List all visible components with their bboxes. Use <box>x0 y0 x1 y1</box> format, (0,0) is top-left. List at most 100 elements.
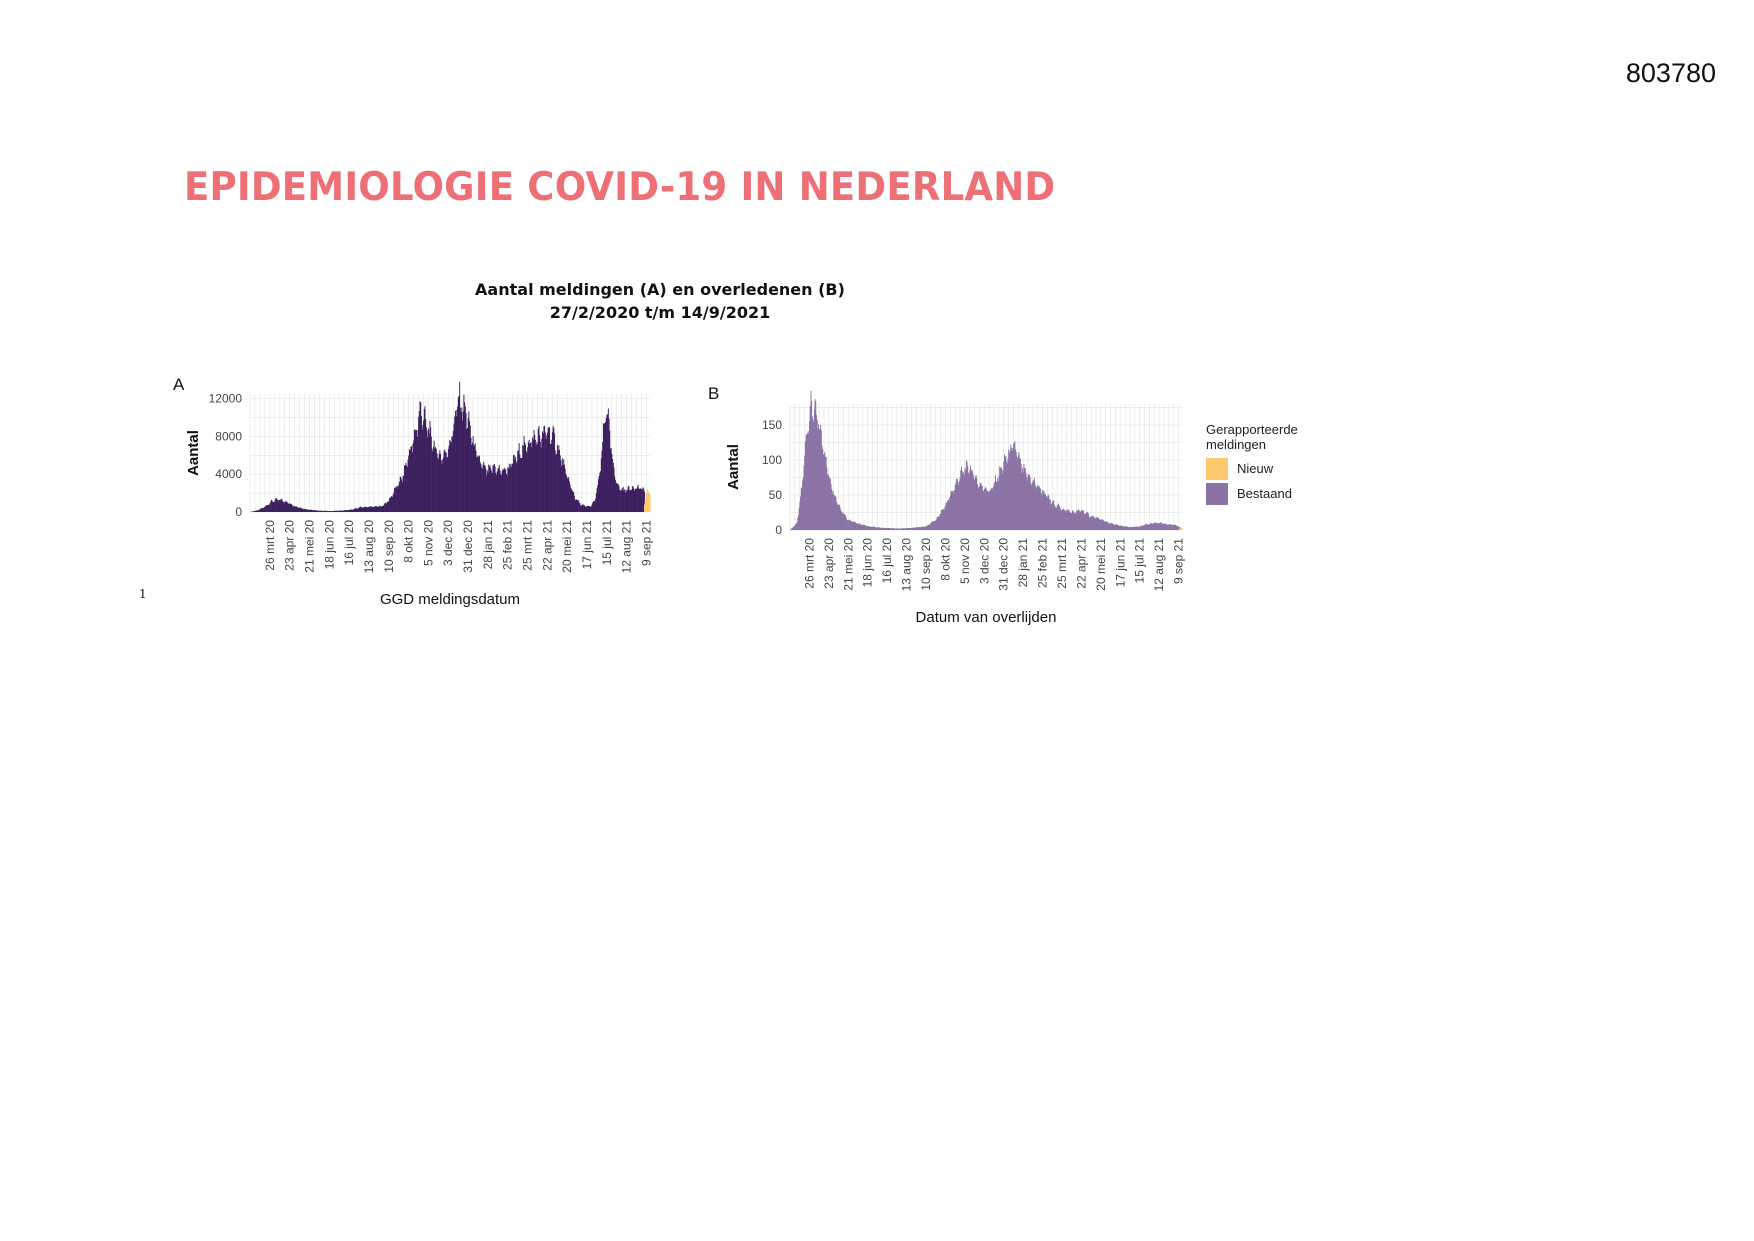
bar-bestaand <box>1160 522 1162 530</box>
bar-bestaand <box>1067 509 1069 530</box>
bar-bestaand <box>822 454 824 530</box>
bar-bestaand <box>581 504 583 512</box>
bar-bestaand <box>520 458 522 512</box>
bar-bestaand <box>317 510 319 512</box>
bar-bestaand <box>527 442 529 512</box>
bar-bestaand <box>969 470 971 530</box>
bar-bestaand <box>849 519 851 530</box>
bar-bestaand <box>297 507 299 512</box>
bar-bestaand <box>1118 525 1120 530</box>
bar-bestaand <box>931 521 933 530</box>
bar-bestaand <box>843 512 845 530</box>
bar-bestaand <box>568 481 570 512</box>
bar-bestaand <box>834 495 836 530</box>
bar-bestaand <box>919 527 921 530</box>
bar-bestaand <box>881 527 883 530</box>
bar-bestaand <box>405 462 407 512</box>
bar-bestaand <box>263 508 265 512</box>
bar-bestaand <box>265 505 267 512</box>
bar-bestaand <box>1162 523 1164 530</box>
bar-bestaand <box>867 526 869 530</box>
bar-bestaand <box>437 459 439 512</box>
bar-bestaand <box>1159 523 1161 530</box>
bar-bestaand <box>1008 453 1010 530</box>
bar-nieuw <box>1179 528 1181 530</box>
bar-bestaand <box>491 471 493 512</box>
bar-bestaand <box>362 507 364 512</box>
bar-bestaand <box>1127 527 1129 530</box>
bar-bestaand <box>634 490 636 512</box>
bar-bestaand <box>818 428 820 530</box>
bar-bestaand <box>1105 521 1107 530</box>
bar-bestaand <box>1134 526 1136 530</box>
bar-bestaand <box>1015 449 1017 530</box>
bar-bestaand <box>288 503 290 512</box>
bar-bestaand <box>805 434 807 530</box>
bar-bestaand <box>342 510 344 512</box>
bar-bestaand <box>1031 482 1033 530</box>
bar-bestaand <box>391 497 393 512</box>
bar-bestaand <box>947 499 949 530</box>
bar-bestaand <box>929 524 931 530</box>
bar-nieuw <box>643 504 645 512</box>
bar-bestaand <box>945 505 947 530</box>
bar-bestaand <box>588 506 590 512</box>
bar-bestaand <box>1128 527 1130 530</box>
bar-bestaand <box>1101 519 1103 530</box>
bar-bestaand <box>1046 496 1048 530</box>
bar-bestaand <box>297 507 299 512</box>
bar-bestaand <box>1140 526 1141 530</box>
bar-bestaand <box>531 441 533 512</box>
bar-bestaand <box>506 475 508 512</box>
bar-bestaand <box>996 481 998 530</box>
bar-bestaand <box>955 482 957 530</box>
bar-bestaand <box>417 429 419 512</box>
bar-bestaand <box>598 475 600 512</box>
bar-bestaand <box>1040 492 1042 530</box>
bar-bestaand <box>610 447 612 512</box>
bar-bestaand <box>895 528 897 530</box>
bar-bestaand <box>385 502 387 512</box>
legend-title: meldingen <box>1206 437 1266 452</box>
bar-bestaand <box>605 421 607 512</box>
bar-bestaand <box>262 507 264 512</box>
bar-bestaand <box>983 491 985 530</box>
bar-bestaand <box>343 510 345 512</box>
bar-bestaand <box>1074 513 1076 530</box>
bar-bestaand <box>1157 523 1159 530</box>
bar-bestaand <box>298 507 300 512</box>
y-tick-label: 0 <box>235 505 242 519</box>
bar-bestaand <box>333 510 335 512</box>
bar-bestaand <box>863 524 865 530</box>
bar-bestaand <box>536 441 538 512</box>
bar-bestaand <box>329 511 331 512</box>
bar-bestaand <box>545 439 547 512</box>
bar-bestaand <box>515 463 517 512</box>
bar-bestaand <box>482 464 484 512</box>
bar-bestaand <box>936 519 937 530</box>
bar-bestaand <box>1097 516 1098 530</box>
figure-title: Aantal meldingen (A) en overledenen (B) … <box>440 278 880 324</box>
bar-bestaand <box>829 477 831 530</box>
bar-bestaand <box>990 487 992 530</box>
bar-bestaand <box>579 503 581 512</box>
bar-bestaand <box>918 527 919 530</box>
bar-bestaand <box>1137 526 1139 530</box>
bar-bestaand <box>1140 525 1142 530</box>
bar-bestaand <box>966 462 968 530</box>
bar-bestaand <box>589 506 591 512</box>
bar-bestaand <box>888 528 890 530</box>
bar-bestaand <box>1158 522 1160 530</box>
bar-bestaand <box>901 528 903 530</box>
bar-bestaand <box>811 400 813 530</box>
bar-bestaand <box>967 472 969 530</box>
bar-bestaand <box>420 402 422 512</box>
bar-bestaand <box>976 483 978 530</box>
bar-bestaand <box>868 526 869 530</box>
bar-bestaand <box>443 450 445 512</box>
bar-bestaand <box>905 528 907 530</box>
bar-bestaand <box>348 509 350 512</box>
bar-bestaand <box>836 501 838 530</box>
bar-bestaand <box>517 451 519 512</box>
bar-bestaand <box>963 472 965 530</box>
